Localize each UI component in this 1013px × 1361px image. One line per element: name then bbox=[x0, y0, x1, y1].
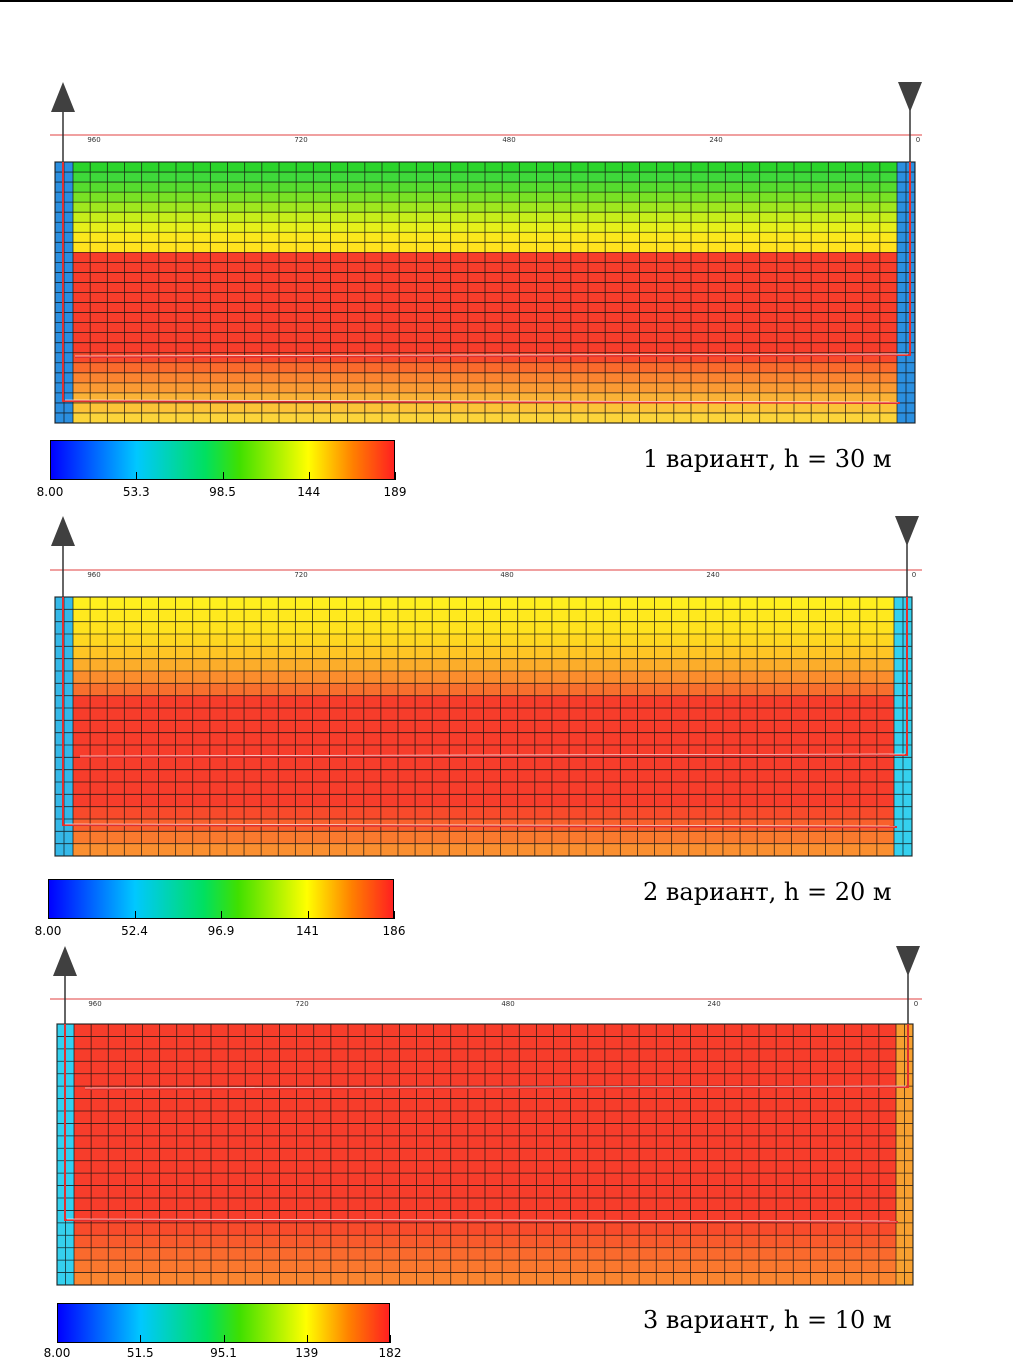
colorbar-tick-label: 51.5 bbox=[126, 1346, 154, 1360]
colorbar-tick-label: 8.00 bbox=[34, 924, 62, 938]
colorbar-tick bbox=[306, 1335, 308, 1343]
arrow-up-icon bbox=[51, 516, 75, 546]
injection-well-path bbox=[84, 1024, 909, 1090]
distance-tick-label: 960 bbox=[87, 571, 100, 579]
production-well-highlight bbox=[64, 399, 899, 403]
colorbar-tick bbox=[223, 1335, 225, 1343]
injection-well-highlight bbox=[74, 353, 909, 357]
colorbar-tick-label: 98.5 bbox=[209, 485, 236, 499]
colorbar-tick bbox=[48, 911, 49, 919]
distance-tick-label: 240 bbox=[706, 571, 719, 579]
colorbar-tick bbox=[136, 472, 138, 480]
panel-caption-1: 1 вариант, h = 30 м bbox=[643, 445, 892, 473]
colorbar-tick-label: 52.4 bbox=[121, 924, 148, 938]
distance-tick-label: 720 bbox=[294, 571, 307, 579]
arrow-down-icon bbox=[895, 516, 919, 546]
colorbar-tick-label: 95.1 bbox=[210, 1346, 237, 1360]
colorbar-tick-label: 186 bbox=[382, 924, 406, 938]
colorbar-tick-label: 144 bbox=[297, 485, 321, 499]
colorbar-tick-label: 182 bbox=[378, 1346, 402, 1360]
injection-well-path bbox=[79, 597, 908, 758]
injection-well-highlight bbox=[84, 1085, 907, 1089]
injection-well-highlight bbox=[79, 753, 906, 757]
colorbar-tick-label: 141 bbox=[296, 924, 319, 938]
arrow-down-icon bbox=[898, 82, 922, 112]
distance-tick-label: 960 bbox=[88, 1000, 101, 1008]
production-well-path bbox=[64, 1024, 899, 1223]
simulation-panel-1: 960 720 480 240 0 1 вариант, h = 30 м 8.00 53… bbox=[0, 0, 1013, 505]
distance-tick-label: 480 bbox=[501, 1000, 514, 1008]
field-grid-3: 960 720 480 240 0 bbox=[50, 946, 922, 1286]
distance-tick-label: 720 bbox=[294, 136, 307, 144]
colorbar-3 bbox=[57, 1303, 390, 1343]
colorbar-tick bbox=[307, 911, 309, 919]
distance-tick-label: 0 bbox=[912, 571, 916, 579]
page-top-rule bbox=[0, 0, 1013, 2]
colorbar-tick-label: 53.3 bbox=[122, 485, 150, 499]
colorbar-tick bbox=[395, 472, 396, 480]
colorbar-tick-label: 189 bbox=[383, 485, 407, 499]
colorbar-tick-label: 139 bbox=[295, 1346, 319, 1360]
colorbar-tick bbox=[308, 472, 310, 480]
injection-well-path bbox=[74, 162, 911, 358]
colorbar-tick bbox=[390, 1335, 391, 1343]
production-well-highlight bbox=[64, 823, 896, 827]
production-well-path bbox=[62, 597, 898, 828]
mesh-grid bbox=[54, 161, 916, 424]
distance-tick-label: 0 bbox=[914, 1000, 918, 1008]
mesh-grid bbox=[54, 596, 913, 857]
colorbar-tick-label: 8.00 bbox=[36, 485, 64, 499]
distance-tick-label: 240 bbox=[707, 1000, 720, 1008]
panel-caption-2: 2 вариант, h = 20 м bbox=[643, 878, 892, 906]
field-grid-1: 960 720 480 240 0 bbox=[50, 82, 922, 424]
colorbar-tick bbox=[221, 911, 222, 919]
panel-caption-3: 3 вариант, h = 10 м bbox=[643, 1306, 892, 1334]
colorbar-tick-label: 96.9 bbox=[207, 924, 235, 938]
colorbar-tick bbox=[50, 472, 51, 480]
arrow-up-icon bbox=[53, 946, 77, 976]
simulation-panel-3: 960 720 480 240 0 3 вариант, h = 10 м 8.00 51… bbox=[0, 940, 1013, 1361]
production-well-path bbox=[62, 162, 901, 404]
distance-tick-label: 960 bbox=[87, 136, 100, 144]
distance-tick-label: 720 bbox=[295, 1000, 308, 1008]
colorbar-tick-label: 8.00 bbox=[43, 1346, 71, 1360]
arrow-down-icon bbox=[896, 946, 920, 976]
simulation-panel-2: 960 720 480 240 0 2 вариант, h = 20 м 8.00 52… bbox=[0, 505, 1013, 940]
colorbar-tick bbox=[394, 911, 395, 919]
distance-tick-label: 480 bbox=[500, 571, 513, 579]
production-well-highlight bbox=[66, 1218, 897, 1222]
colorbar-tick bbox=[57, 1335, 58, 1343]
distance-tick-label: 480 bbox=[502, 136, 515, 144]
distance-tick-label: 0 bbox=[916, 136, 920, 144]
distance-tick-label: 240 bbox=[709, 136, 722, 144]
field-grid-2: 960 720 480 240 0 bbox=[50, 516, 922, 857]
colorbar-tick bbox=[140, 1335, 142, 1343]
colorbar-tick bbox=[222, 472, 224, 480]
colorbar-tick bbox=[134, 911, 136, 919]
arrow-up-icon bbox=[51, 82, 75, 112]
